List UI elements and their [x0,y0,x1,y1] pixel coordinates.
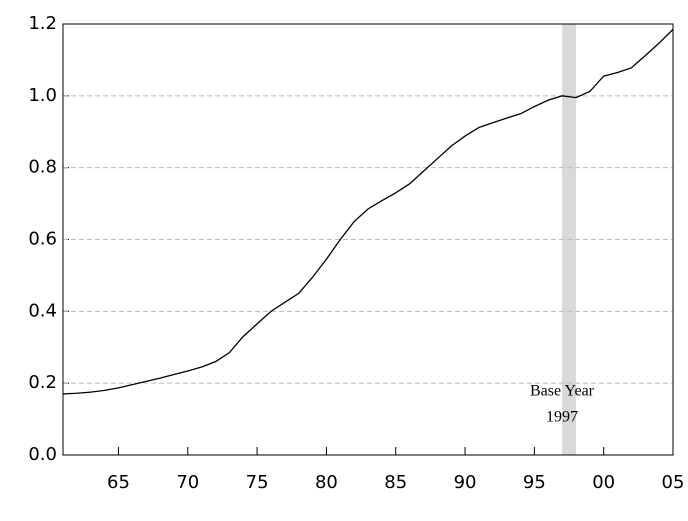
x-tick-label: 90 [454,472,477,493]
y-tick-label: 0.0 [28,444,57,465]
x-tick-label: 70 [176,472,199,493]
x-tick-label: 00 [592,472,615,493]
x-tick-label: 85 [384,472,407,493]
y-tick-label: 1.0 [28,85,57,106]
y-tick-label: 0.4 [28,300,57,321]
plot-frame [62,23,674,456]
y-tick-label: 0.6 [28,229,57,250]
annotation: 1997 [546,409,578,426]
y-tick-label: 1.2 [28,13,57,34]
x-tick-label: 75 [246,472,269,493]
y-tick-label: 0.2 [28,372,57,393]
annotation: Base Year [530,383,595,400]
x-tick-label: 05 [662,472,685,493]
x-tick-label: 80 [315,472,338,493]
y-tick-label: 0.8 [28,157,57,178]
x-tick-label: 65 [107,472,130,493]
x-tick-label: 95 [523,472,546,493]
line [62,28,674,395]
